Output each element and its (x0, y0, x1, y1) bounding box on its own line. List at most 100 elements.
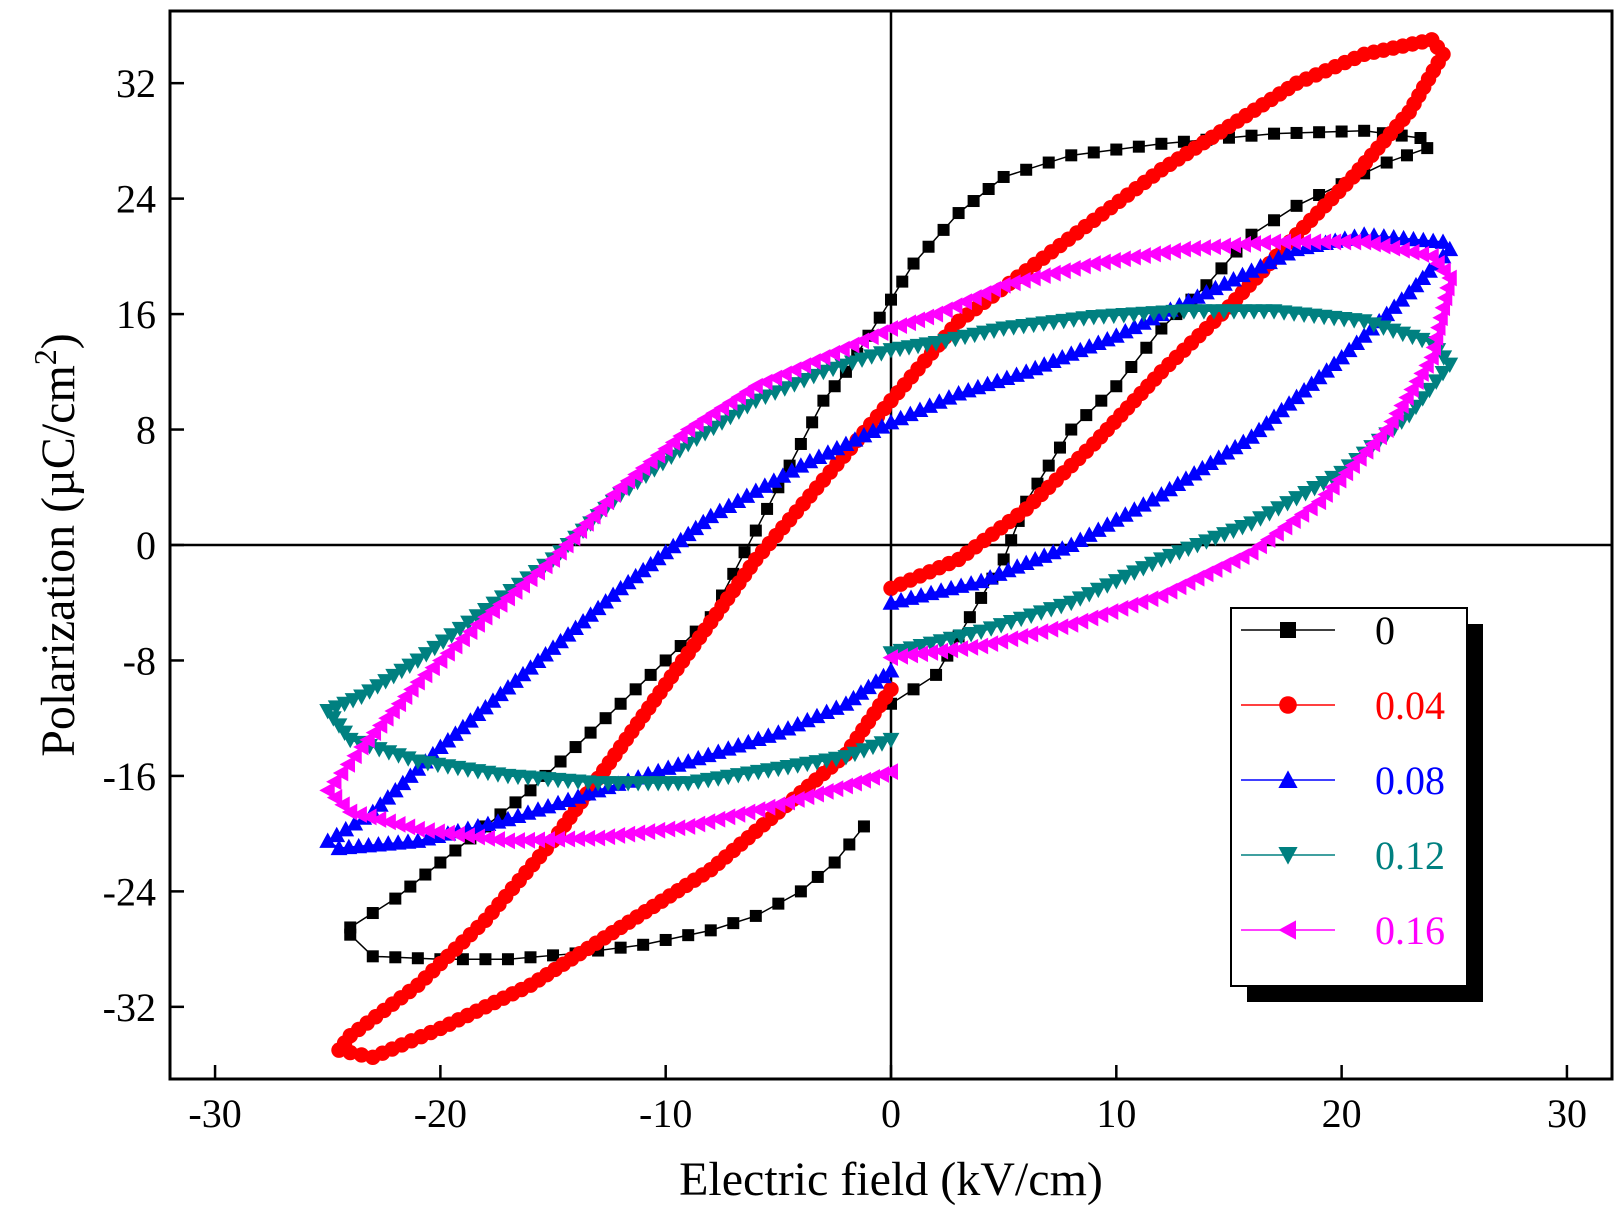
data-point (713, 399, 730, 417)
data-point (389, 951, 402, 964)
data-point (589, 829, 606, 847)
legend-item-0.04: 0.04 (1241, 683, 1445, 728)
data-point (696, 410, 713, 428)
data-point (1161, 548, 1179, 565)
data-point (429, 823, 445, 841)
data-point (1275, 305, 1293, 321)
data-point (719, 769, 737, 786)
data-point (952, 640, 969, 657)
data-point (1155, 243, 1171, 261)
data-point (679, 776, 697, 792)
legend-label: 0.12 (1375, 833, 1445, 878)
data-point (1436, 289, 1453, 307)
data-point (806, 416, 819, 429)
data-point (1062, 615, 1079, 633)
data-point (1193, 459, 1211, 476)
data-point (918, 308, 935, 326)
data-point (828, 856, 841, 869)
data-point (344, 928, 357, 941)
data-point (922, 644, 939, 661)
data-point (818, 703, 836, 720)
data-point (972, 637, 989, 655)
data-point (988, 372, 1006, 389)
data-point (1275, 233, 1292, 251)
data-point (818, 753, 836, 769)
data-point (1290, 126, 1303, 139)
data-point (1384, 239, 1401, 257)
data-point (1031, 477, 1044, 490)
data-point (1125, 248, 1141, 266)
data-point (1335, 125, 1348, 138)
data-point (1035, 267, 1051, 284)
data-point (1345, 233, 1362, 251)
legend-marker (1278, 770, 1298, 788)
data-point (1161, 480, 1178, 497)
data-point (1116, 506, 1134, 522)
data-point (446, 725, 464, 741)
data-point (828, 439, 846, 456)
data-point (749, 801, 766, 818)
x-tick-label: 20 (1322, 1091, 1362, 1136)
data-point (992, 632, 1009, 650)
data-point (1022, 625, 1039, 643)
data-point (992, 618, 1010, 634)
data-point (738, 546, 751, 559)
data-point (909, 311, 926, 329)
data-point (1202, 454, 1219, 470)
data-point (1062, 345, 1080, 361)
data-point (1052, 598, 1070, 615)
data-point (1080, 587, 1098, 603)
data-point (1098, 330, 1116, 347)
data-point (1216, 527, 1233, 543)
data-point (393, 663, 411, 680)
data-point (739, 803, 756, 821)
data-point (1276, 518, 1293, 536)
data-point (649, 549, 667, 566)
data-point (599, 828, 616, 846)
data-point (1175, 240, 1191, 258)
data-point (1012, 628, 1029, 645)
data-point (1098, 578, 1116, 594)
data-point (1087, 146, 1100, 159)
data-point (1434, 366, 1452, 382)
data-point (937, 223, 950, 236)
data-point (1414, 132, 1427, 145)
data-point (574, 612, 592, 629)
data-point (346, 747, 362, 765)
data-point (549, 830, 566, 848)
y-axis-title: Polarization (µC/cm2) (27, 333, 85, 757)
data-point (326, 773, 342, 791)
data-point (882, 413, 900, 430)
data-point (1344, 457, 1360, 475)
data-point (817, 394, 830, 407)
data-point (634, 561, 652, 578)
data-point (1432, 309, 1448, 327)
data-point (1071, 341, 1089, 358)
data-point (846, 431, 864, 447)
data-point (962, 627, 980, 643)
data-point (1207, 279, 1224, 296)
data-point (747, 377, 763, 395)
data-point (1288, 240, 1305, 257)
y-axis-title-close: ) (32, 333, 85, 349)
data-point (1218, 444, 1236, 460)
data-point (1210, 449, 1228, 465)
data-point (389, 892, 402, 905)
data-point (537, 646, 554, 662)
data-point (642, 555, 660, 572)
data-point (544, 639, 562, 655)
data-point (1288, 491, 1305, 507)
data-point (567, 619, 584, 635)
legend-item-0.08: 0.08 (1241, 758, 1445, 803)
data-point (757, 373, 773, 391)
data-point (1330, 471, 1347, 489)
data-point (1423, 348, 1439, 366)
data-point (689, 815, 706, 833)
data-point (1189, 288, 1206, 304)
data-point (1155, 137, 1168, 150)
data-point (912, 645, 929, 663)
data-point (1152, 552, 1170, 568)
data-point (1042, 156, 1055, 169)
data-point (779, 793, 795, 811)
data-point (927, 305, 944, 323)
